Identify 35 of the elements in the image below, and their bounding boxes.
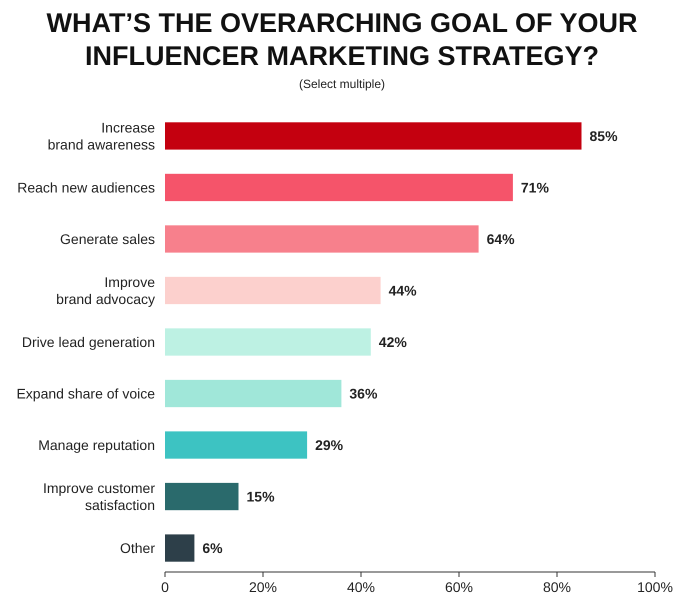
data-label: 85%	[590, 128, 618, 144]
x-tick-label: 100%	[637, 579, 673, 595]
data-label: 71%	[520, 179, 550, 196]
x-tick-label: 40%	[346, 579, 376, 595]
chart-subtitle: (Select multiple)	[298, 77, 386, 91]
data-label: 15%	[246, 488, 276, 504]
x-tick-label: 60%	[444, 579, 474, 595]
y-tick-label: Other	[120, 540, 156, 556]
data-label: 64%	[486, 230, 516, 247]
bar	[165, 122, 582, 150]
y-tick-label: Improve customer satisfaction	[42, 480, 156, 513]
bar	[165, 276, 381, 304]
y-tick-label: Drive lead generation	[22, 334, 155, 350]
data-label: 29%	[315, 436, 344, 453]
y-tick-label: Improve brand advocacy	[56, 274, 156, 307]
x-tick-label: 20%	[248, 579, 278, 595]
y-tick-label: Generate sales	[60, 230, 155, 247]
bar	[165, 482, 238, 510]
data-label: 36%	[349, 385, 378, 402]
bar	[165, 431, 308, 459]
bar	[165, 174, 513, 202]
bar	[165, 225, 479, 253]
data-label: 6%	[202, 540, 224, 556]
y-tick-label: Manage reputation	[38, 436, 155, 453]
y-tick-label: Expand share of voice	[16, 385, 156, 402]
y-tick-label: Increase brand awareness	[48, 119, 156, 152]
bar	[165, 328, 371, 356]
chart-title: WHAT’S THE OVERARCHING GOAL OF YOUR INFLUENCER MARKETING STRATEGY?	[46, 8, 638, 71]
data-label: 44%	[388, 282, 418, 298]
data-label: 42%	[378, 334, 408, 350]
y-tick-label: Reach new audiences	[17, 179, 155, 196]
bar	[165, 380, 342, 408]
bar	[165, 534, 194, 562]
x-tick-label: 0	[161, 579, 170, 595]
x-tick-label: 80%	[542, 579, 572, 595]
